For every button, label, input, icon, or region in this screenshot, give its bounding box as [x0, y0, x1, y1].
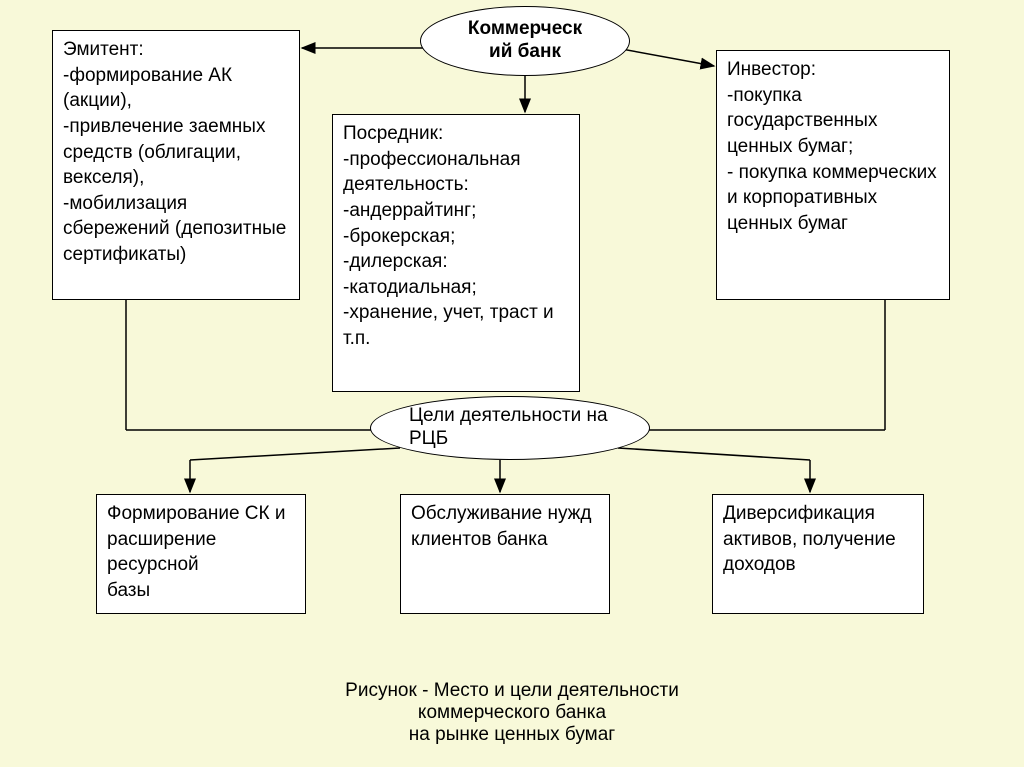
- issuer-l3: -мобилизация сбережений (депозитные серт…: [63, 191, 289, 268]
- cap-l0: Рисунок - Место и цели деятельности: [0, 680, 1024, 702]
- node-goal-center: Обслуживание нужд клиентов банка: [400, 494, 610, 614]
- figure-caption: Рисунок - Место и цели деятельности комм…: [0, 680, 1024, 746]
- inter-l2: -андеррайтинг;: [343, 198, 569, 224]
- node-issuer: Эмитент: -формирование АК (акции), -прив…: [52, 30, 300, 300]
- inter-l1: -профессиональная деятельность:: [343, 147, 569, 198]
- inv-l2: - покупка коммерческих и корпоративных ц…: [727, 160, 939, 237]
- issuer-l0: Эмитент:: [63, 37, 289, 63]
- node-goal-right: Диверсификация активов, получение доходо…: [712, 494, 924, 614]
- gc-l0: Обслуживание нужд клиентов банка: [411, 501, 599, 552]
- inter-l0: Посредник:: [343, 121, 569, 147]
- node-goal-left: Формирование СК и расширение ресурсной б…: [96, 494, 306, 614]
- diagram-canvas: Коммерческ ий банк Эмитент: -формировани…: [0, 0, 1024, 767]
- node-intermediary: Посредник: -профессиональная деятельност…: [332, 114, 580, 392]
- inter-l6: -хранение, учет, траст и т.п.: [343, 300, 569, 351]
- gl-l1: базы: [107, 578, 295, 604]
- cap-l2: на рынке ценных бумаг: [0, 724, 1024, 746]
- goals-l1: РЦБ: [409, 428, 608, 451]
- issuer-l2: -привлечение заемных средств (облигации,…: [63, 114, 289, 191]
- inter-l4: -дилерская:: [343, 249, 569, 275]
- node-investor: Инвестор: -покупка государственных ценны…: [716, 50, 950, 300]
- inv-l0: Инвестор:: [727, 57, 939, 83]
- node-commercial-bank: Коммерческ ий банк: [420, 6, 630, 76]
- inter-l5: -катодиальная;: [343, 275, 569, 301]
- gr-l0: Диверсификация активов, получение доходо…: [723, 501, 913, 578]
- title-line1: Коммерческ: [468, 18, 582, 41]
- inv-l1: -покупка государственных ценных бумаг;: [727, 83, 939, 160]
- title-line2: ий банк: [468, 41, 582, 64]
- node-goals: Цели деятельности на РЦБ: [370, 396, 650, 460]
- cap-l1: коммерческого банка: [0, 702, 1024, 724]
- gl-l0: Формирование СК и расширение ресурсной: [107, 501, 295, 578]
- inter-l3: -брокерская;: [343, 224, 569, 250]
- issuer-l1: -формирование АК (акции),: [63, 63, 289, 114]
- goals-l0: Цели деятельности на: [409, 405, 608, 428]
